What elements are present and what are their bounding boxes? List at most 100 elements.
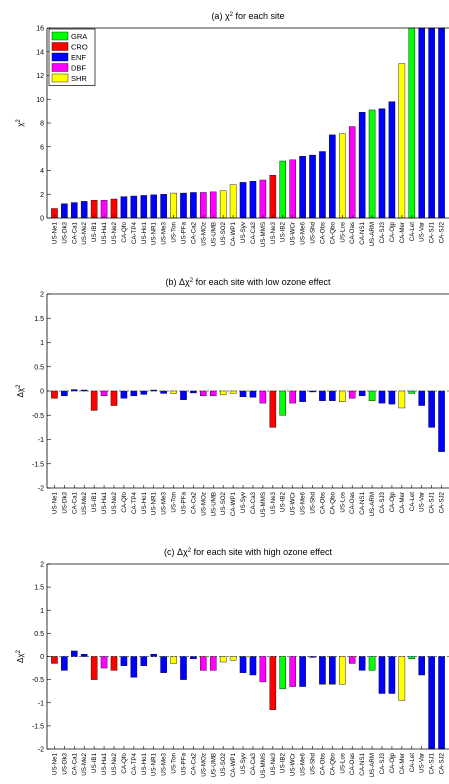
x-tick-label: US-Me3 xyxy=(161,491,168,514)
x-tick-label: US-Ne3 xyxy=(270,752,277,775)
bar xyxy=(209,191,217,219)
chart-title: (a) χ2 for each site xyxy=(211,11,284,21)
bar xyxy=(388,656,396,694)
bar xyxy=(289,656,296,687)
x-tick-label: US-Ho1 xyxy=(141,491,148,514)
x-tick-label: CA-Ojp xyxy=(389,752,396,773)
x-tick-label: CA-Ca1 xyxy=(71,491,78,514)
legend-label: GRA xyxy=(71,32,87,41)
y-tick-label: -2 xyxy=(38,486,44,493)
bar xyxy=(418,656,425,676)
x-tick-label: US-Me2 xyxy=(81,221,88,244)
y-tick-label: -1 xyxy=(38,437,44,444)
y-tick-label: 6 xyxy=(40,144,44,151)
y-tick-label: 0.5 xyxy=(34,364,44,371)
legend-swatch xyxy=(51,52,69,62)
bar xyxy=(170,192,177,219)
bar xyxy=(269,390,277,428)
y-tick-label: 2 xyxy=(40,292,44,299)
x-tick-label: US-Syv xyxy=(240,491,247,513)
x-tick-label: CA-Qfo xyxy=(121,491,128,512)
x-tick-label: US-Ne3 xyxy=(270,491,277,514)
x-tick-label: CA-Qfo xyxy=(121,221,128,242)
bar xyxy=(170,656,177,664)
bar xyxy=(269,656,277,710)
y-tick-label: 4 xyxy=(40,168,44,175)
x-tick-label: US-Ton xyxy=(171,491,178,512)
x-tick-label: US-IB1 xyxy=(91,491,98,512)
x-tick-label: CA-TP4 xyxy=(131,752,138,775)
bar xyxy=(209,390,217,397)
x-tick-label: US-Dk3 xyxy=(61,221,68,243)
bar xyxy=(408,27,416,219)
x-tick-label: CA-Oas xyxy=(349,753,356,775)
x-tick-label: CA-NS1 xyxy=(359,221,366,244)
x-tick-label: US-Ne2 xyxy=(111,221,118,244)
bar xyxy=(239,656,247,673)
bar xyxy=(319,151,326,219)
bar xyxy=(438,27,445,219)
y-tick-label: 0 xyxy=(40,216,44,223)
y-tick-label: 10 xyxy=(36,97,44,104)
bar xyxy=(378,390,386,404)
x-tick-label: CA-SJ1 xyxy=(429,752,436,774)
bar xyxy=(358,390,366,397)
bar xyxy=(428,390,435,428)
x-tick-label: US-Ho1 xyxy=(141,221,148,244)
bar xyxy=(219,190,227,219)
y-tick-label: 1 xyxy=(40,340,44,347)
x-tick-label: CA-NS1 xyxy=(359,491,366,514)
y-tick-label: -1 xyxy=(38,700,44,707)
x-tick-label: CA-Oas xyxy=(349,222,356,244)
x-tick-label: US-UMB xyxy=(210,492,217,516)
x-tick-label: CA-SJ2 xyxy=(439,221,446,243)
chart-panel-2: (b) Δχ2 for each site with low ozone eff… xyxy=(16,277,449,517)
legend-swatch xyxy=(51,73,69,83)
x-tick-label: US-Me6 xyxy=(300,491,307,514)
x-tick-label: CA-Let xyxy=(409,222,416,242)
bar xyxy=(229,184,237,219)
x-tick-label: CA-Ca1 xyxy=(71,221,78,244)
x-tick-label: US-PFa xyxy=(180,221,187,244)
bar xyxy=(120,656,128,666)
chart-panel-3: (c) Δχ2 for each site with high ozone ef… xyxy=(16,547,449,778)
x-tick-label: US-Me2 xyxy=(81,491,88,514)
bar xyxy=(190,656,197,660)
bar xyxy=(249,390,257,398)
legend-swatch xyxy=(51,42,69,51)
bar xyxy=(368,390,376,401)
x-tick-label: CA-WP1 xyxy=(230,491,237,516)
bar xyxy=(348,390,356,399)
x-tick-label: US-Dk3 xyxy=(61,752,68,774)
bar xyxy=(239,390,247,398)
bar xyxy=(229,390,237,394)
x-tick-label: US-Ho1 xyxy=(141,752,148,775)
x-tick-label: US-Ha1 xyxy=(101,752,108,775)
x-tick-label: US-MMS xyxy=(260,753,267,778)
x-tick-label: US-ARM xyxy=(369,753,376,777)
bar xyxy=(259,390,267,404)
bar xyxy=(289,390,296,404)
legend-label: ENF xyxy=(71,53,86,62)
x-tick-label: US-NR1 xyxy=(151,752,158,776)
x-tick-label: CA-Ca3 xyxy=(250,221,257,244)
x-tick-label: US-Ha1 xyxy=(101,221,108,244)
x-tick-label: US-IB1 xyxy=(91,221,98,242)
bar xyxy=(80,389,88,392)
bar xyxy=(299,656,306,687)
y-tick-label: -0.5 xyxy=(32,677,44,684)
x-tick-label: US-Los xyxy=(339,753,346,774)
bar xyxy=(110,390,118,406)
bar xyxy=(299,156,306,219)
x-tick-label: CA-Ca3 xyxy=(250,752,257,775)
bar xyxy=(329,134,336,219)
x-tick-label: CA-Let xyxy=(409,753,416,773)
bar xyxy=(378,656,386,694)
bar xyxy=(249,656,257,676)
x-tick-label: CA-Qfo xyxy=(121,752,128,773)
x-tick-label: CA-SJ2 xyxy=(439,491,446,513)
bar xyxy=(398,656,406,701)
x-tick-label: US-IB2 xyxy=(280,221,287,242)
x-tick-label: US-Ha1 xyxy=(101,491,108,514)
y-tick-label: 1 xyxy=(40,608,44,615)
